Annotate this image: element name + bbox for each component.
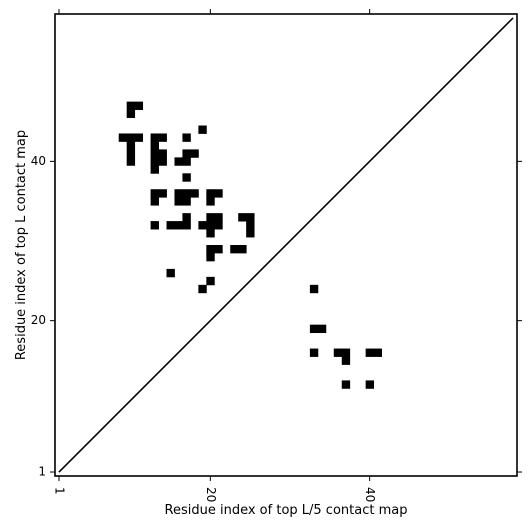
contact-cell <box>206 245 215 254</box>
contact-cell <box>118 133 128 142</box>
contact-cell <box>182 221 191 230</box>
contact-cell <box>150 157 159 166</box>
contact-cell <box>182 157 191 166</box>
contact-cell <box>182 133 191 142</box>
contact-cell <box>317 324 327 334</box>
contact-cell <box>166 221 175 230</box>
contact-cell <box>182 173 191 182</box>
contact-cell <box>174 221 183 230</box>
contact-cell <box>214 245 223 254</box>
contact-cell <box>206 189 215 198</box>
x-axis-label: Residue index of top L/5 contact map <box>165 503 408 518</box>
contact-cell <box>126 157 136 166</box>
contact-cell <box>150 165 159 174</box>
contact-cell <box>309 324 319 334</box>
contact-cell <box>166 268 175 278</box>
contact-cell <box>158 189 167 198</box>
contact-cell <box>230 245 239 254</box>
contact-cell <box>150 149 159 158</box>
diagonal-line <box>58 17 514 473</box>
contact-cell <box>309 284 319 294</box>
contact-cell <box>206 213 215 222</box>
y-axis-label: Residue index of top L contact map <box>14 130 29 360</box>
contact-cell <box>174 189 183 198</box>
contact-cell <box>182 189 191 198</box>
contact-cell <box>150 189 159 198</box>
y-tick-label: 1 <box>38 465 46 479</box>
plot-frame <box>54 13 518 477</box>
contact-cell <box>150 141 159 150</box>
contact-cell <box>365 380 375 389</box>
contact-cell <box>206 197 215 206</box>
contact-cell <box>126 149 136 158</box>
contact-cell <box>238 213 247 222</box>
contact-cell <box>341 348 351 357</box>
x-tick-label: 40 <box>363 487 377 502</box>
contact-cell <box>309 348 319 357</box>
contact-cell <box>190 189 199 198</box>
contact-cell <box>206 229 215 238</box>
contact-cell <box>134 101 144 110</box>
contact-cell <box>214 189 223 198</box>
contact-cell <box>246 229 255 238</box>
contact-cell <box>206 221 215 230</box>
contact-cell <box>214 213 223 222</box>
contact-cell <box>214 221 223 230</box>
contact-cell <box>206 252 215 262</box>
contact-cell <box>182 149 191 158</box>
x-tick-label: 20 <box>204 487 218 502</box>
contact-cell <box>126 109 136 118</box>
contact-cell <box>174 197 183 206</box>
contact-cell <box>158 133 167 142</box>
contact-cell <box>341 380 351 389</box>
contact-cell <box>126 141 136 150</box>
contact-cell <box>150 197 159 206</box>
y-tick-label: 20 <box>31 313 46 327</box>
contact-cell <box>333 348 343 357</box>
contact-cell <box>174 157 183 166</box>
contact-cell <box>150 133 159 142</box>
contact-cell <box>126 133 136 142</box>
contact-cell <box>373 348 382 357</box>
contact-cell <box>158 149 167 158</box>
contact-cell <box>158 157 167 166</box>
contact-cell <box>198 221 207 230</box>
contact-cell <box>198 125 207 134</box>
contact-cell <box>126 101 136 110</box>
contact-cell <box>182 197 191 206</box>
contact-cell <box>238 245 247 254</box>
contact-cell <box>246 221 255 230</box>
axis-ticks: 1 20 40 1 20 40 <box>31 9 522 502</box>
contact-cell <box>190 149 199 158</box>
contact-cell <box>198 284 207 294</box>
x-tick-label: 1 <box>52 487 66 495</box>
contact-cell <box>206 276 215 286</box>
contact-cell <box>134 133 144 142</box>
contact-cells <box>118 101 382 389</box>
contact-cell <box>150 221 159 230</box>
contact-cell <box>341 356 351 365</box>
contact-cell <box>246 213 255 222</box>
contact-cell <box>365 348 375 357</box>
y-tick-label: 40 <box>31 154 46 168</box>
contact-cell <box>182 213 191 222</box>
